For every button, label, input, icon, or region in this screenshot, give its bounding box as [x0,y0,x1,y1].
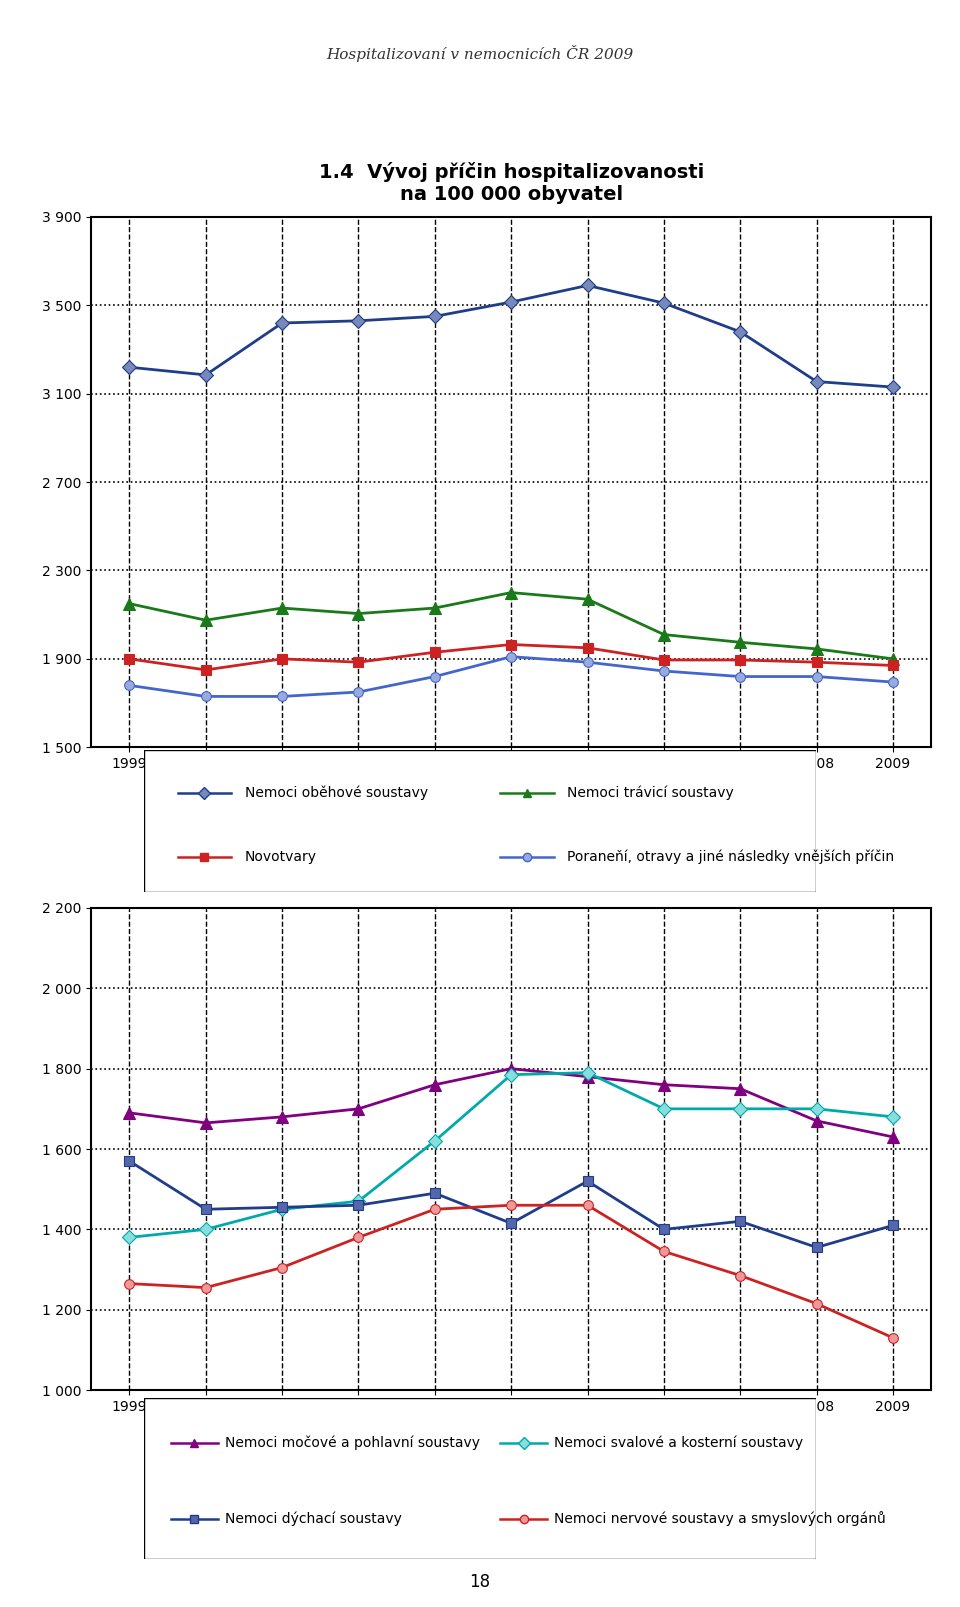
FancyBboxPatch shape [144,1398,816,1559]
Text: Nemoci trávicí soustavy: Nemoci trávicí soustavy [567,786,734,800]
Text: Nemoci močové a pohlavní soustavy: Nemoci močové a pohlavní soustavy [225,1435,480,1451]
Text: Nemoci svalové a kosterní soustavy: Nemoci svalové a kosterní soustavy [554,1435,804,1451]
Text: Nemoci oběhové soustavy: Nemoci oběhové soustavy [245,786,428,800]
Text: Nemoci dýchací soustavy: Nemoci dýchací soustavy [225,1511,401,1527]
FancyBboxPatch shape [144,750,816,892]
Text: Poraneňí, otravy a jiné následky vnějších příčin: Poraneňí, otravy a jiné následky vnějšíc… [567,848,895,865]
Text: Novotvary: Novotvary [245,850,317,863]
Title: 1.4  Vývoj příčin hospitalizovanosti
na 100 000 obyvatel: 1.4 Vývoj příčin hospitalizovanosti na 1… [319,162,704,204]
Text: Hospitalizovaní v nemocnicích ČR 2009: Hospitalizovaní v nemocnicích ČR 2009 [326,45,634,63]
Text: 18: 18 [469,1573,491,1591]
Text: Nemoci nervové soustavy a smyslových orgánů: Nemoci nervové soustavy a smyslových org… [554,1511,886,1527]
